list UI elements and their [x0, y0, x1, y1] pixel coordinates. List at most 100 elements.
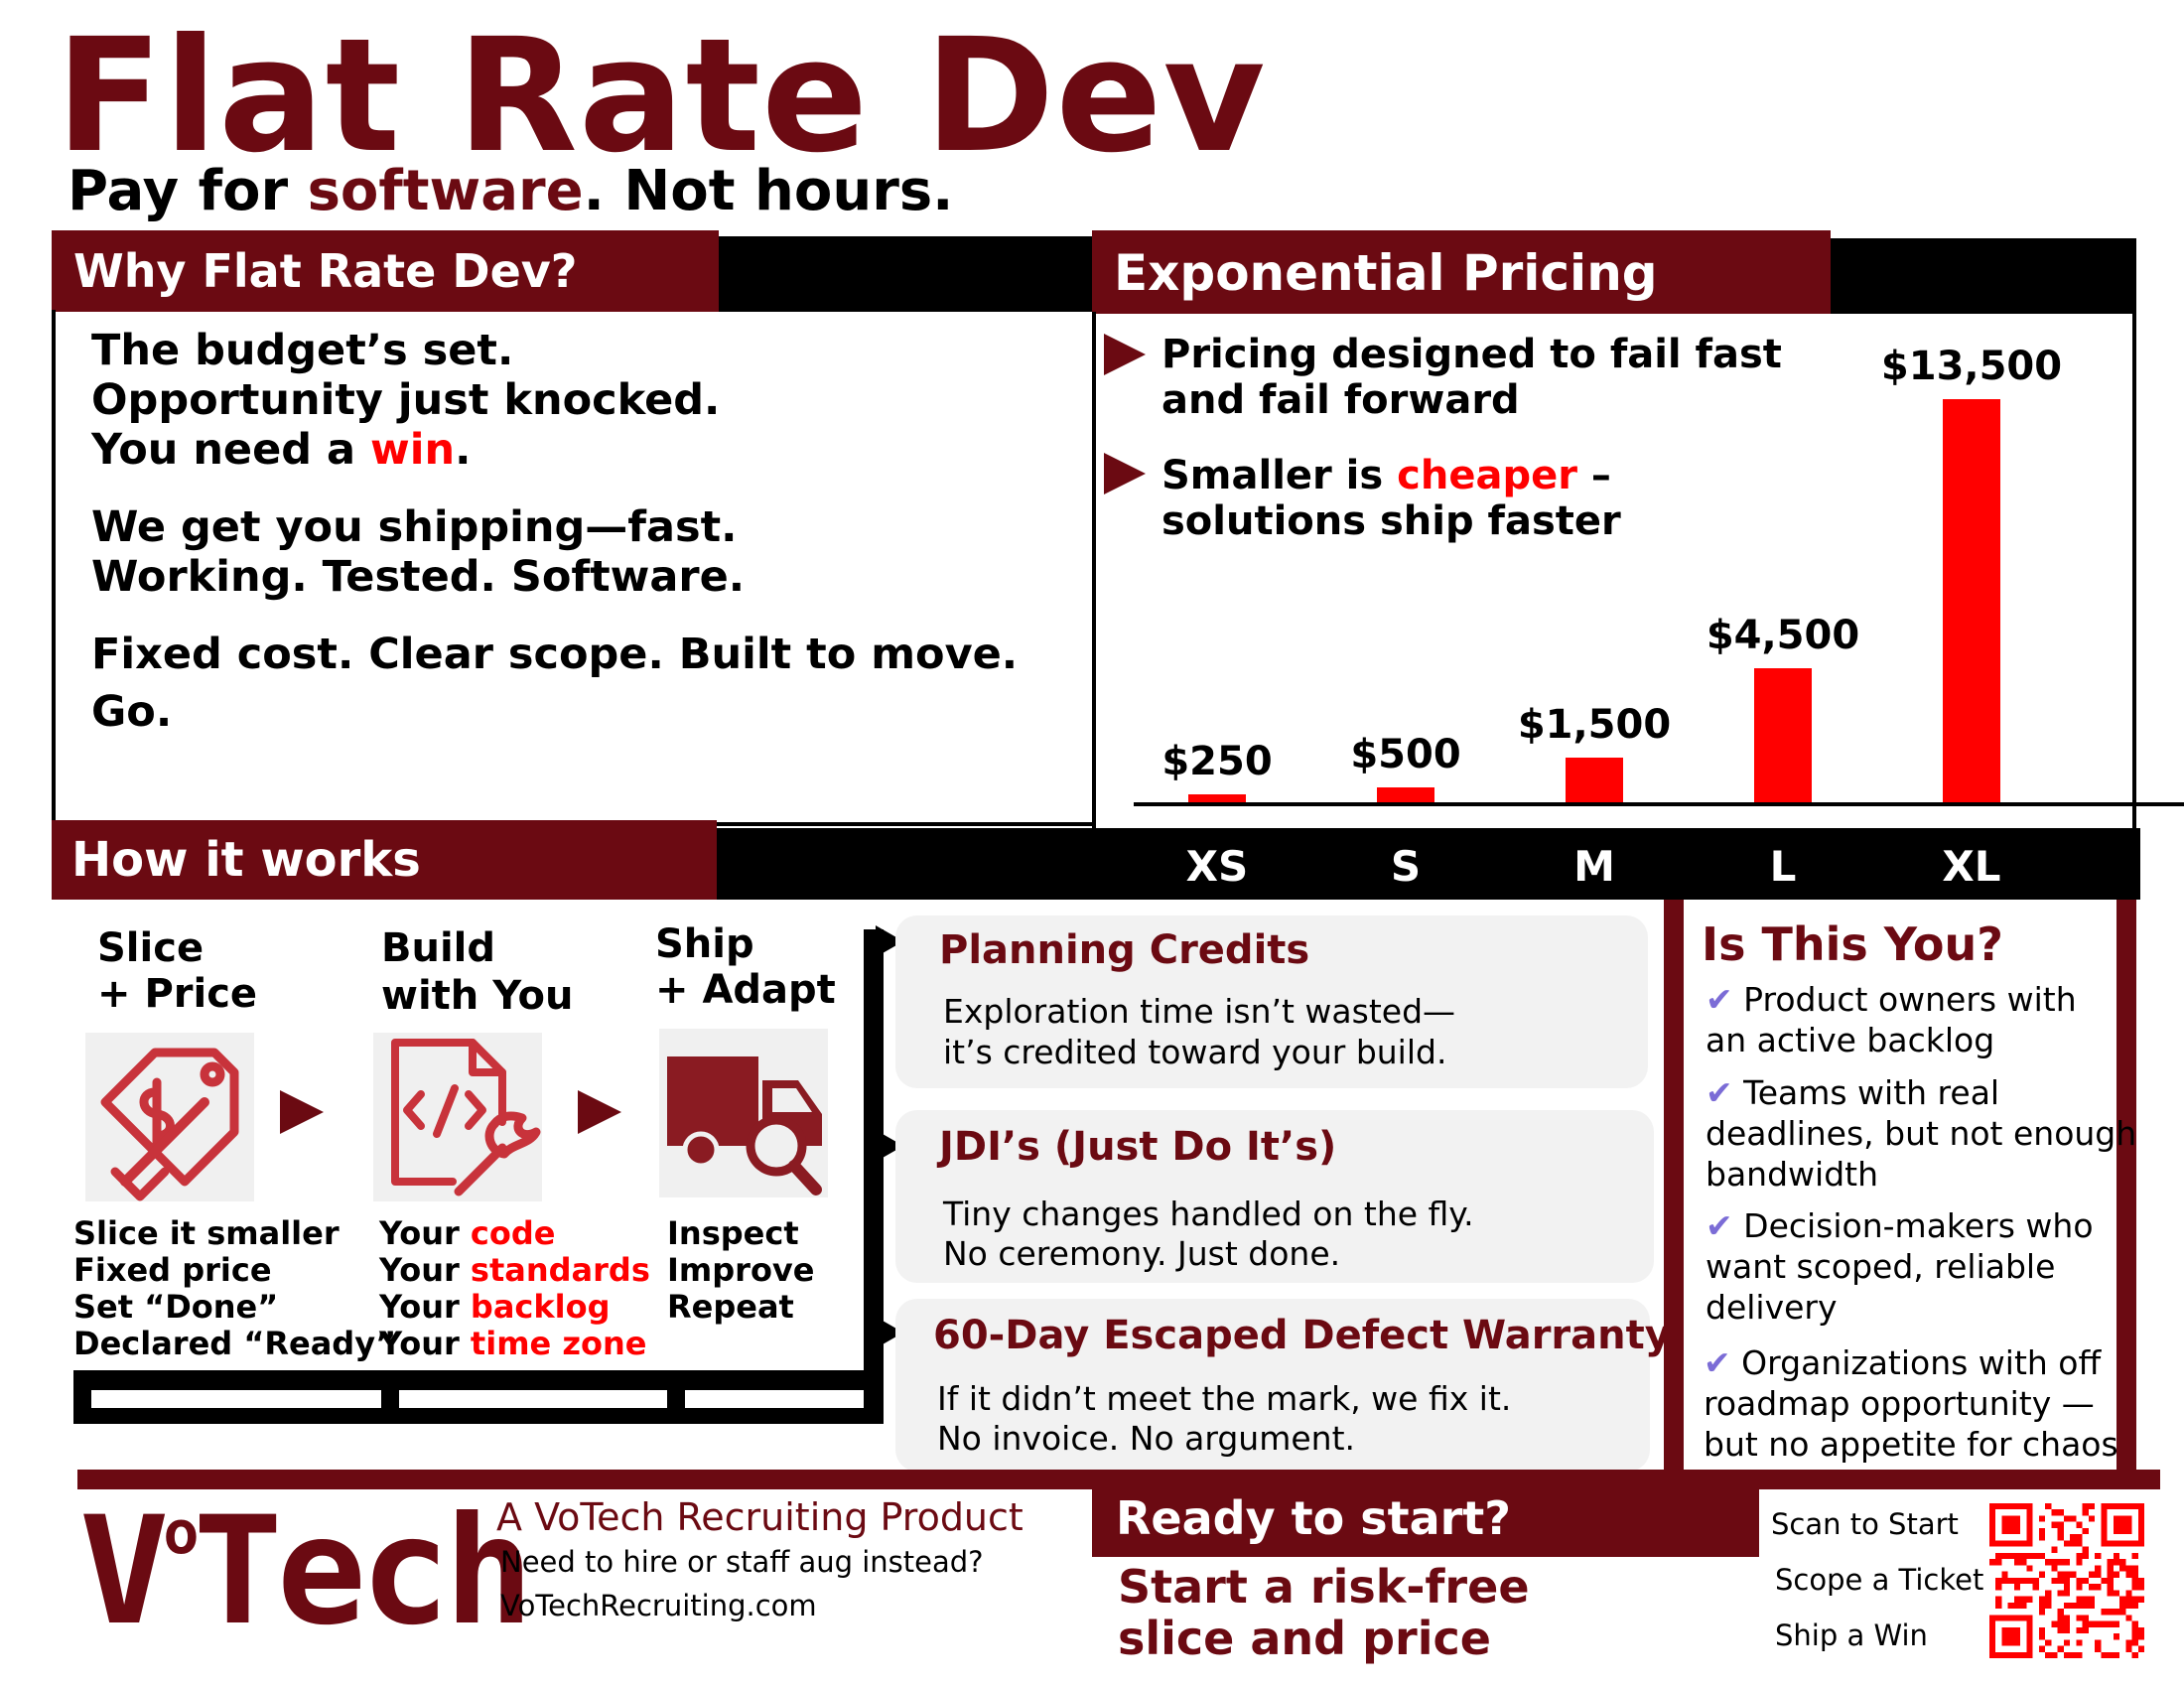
pricing-bullet-2-pre: Smaller is	[1161, 453, 1398, 498]
why-heading: Why Flat Rate Dev?	[52, 230, 719, 312]
chart-value-label-l: $4,500	[1706, 612, 1860, 658]
card-body-line-1: Tiny changes handled on the fly.	[943, 1195, 1474, 1233]
chart-bar-m	[1566, 757, 1623, 802]
price-tag-slice-icon	[85, 1033, 254, 1201]
isyou-item-line: ✔ Organizations with off	[1704, 1342, 2118, 1383]
check-icon: ✔	[1706, 1206, 1733, 1245]
card-jdi: JDI’s (Just Do It’s) Tiny changes handle…	[895, 1110, 1654, 1283]
isyou-item-text: delivery	[1706, 1288, 1838, 1327]
pricing-bullet-2-accent: cheaper	[1397, 453, 1577, 498]
step-2-arrow-icon	[578, 1090, 621, 1134]
logo-v: V	[79, 1485, 169, 1658]
tagline: Pay for software. Not hours.	[68, 159, 953, 223]
step-1-title-2: + Price	[97, 971, 258, 1017]
isyou-item-text: roadmap opportunity —	[1704, 1384, 2095, 1423]
chart-value-label-m: $1,500	[1517, 701, 1672, 748]
process-connector-bottom	[73, 1370, 884, 1390]
pricing-bar-chart: $250 $500 $1,500 $4,500 $13,500	[1092, 328, 2184, 904]
isyou-item-text: want scoped, reliable	[1706, 1247, 2056, 1286]
qr-caption-2: Scope a Ticket	[1775, 1563, 1984, 1597]
step-1-line: Fixed price	[73, 1251, 272, 1289]
why-line-6: Fixed cost. Clear scope. Built to move.	[91, 630, 1019, 679]
isyou-item-text: Teams with real	[1743, 1073, 2000, 1112]
step-2-line: Your standards	[379, 1252, 650, 1289]
card-planning-credits: Planning Credits Exploration time isn’t …	[895, 915, 1648, 1088]
step-1-line: Set “Done”	[73, 1288, 279, 1326]
cta-line-2: slice and price	[1118, 1612, 1491, 1665]
votech-logo: VoTech	[79, 1497, 534, 1646]
check-icon: ✔	[1704, 1343, 1731, 1382]
chart-category-label-xs: XS	[1185, 842, 1249, 891]
pricing-bullet-2-post: –	[1576, 453, 1611, 498]
why-panel: The budget’s set. Opportunity just knock…	[52, 310, 1096, 826]
isyou-item-text: Organizations with off	[1741, 1343, 2102, 1382]
cta-body[interactable]: Start a risk-free slice and price	[1118, 1561, 1530, 1664]
qr-caption-1: Scan to Start	[1771, 1507, 1959, 1541]
why-line-4: We get you shipping—fast.	[91, 502, 738, 552]
card-warranty: 60-Day Escaped Defect Warranty If it did…	[895, 1299, 1671, 1472]
chart-bar-xl	[1943, 399, 2000, 802]
isyou-item: ✔ Organizations with off roadmap opportu…	[1704, 1342, 2118, 1465]
why-line-3-accent: win	[370, 425, 456, 475]
card-body-line-2: No invoice. No argument.	[937, 1419, 1355, 1458]
why-line-3: You need a win.	[91, 425, 471, 475]
isyou-item-line: ✔ Decision-makers who	[1706, 1205, 2094, 1246]
step-2-title-1: Build	[381, 925, 496, 971]
pricing-panel	[1092, 312, 2136, 832]
isyou-item-text: Product owners with	[1743, 980, 2077, 1019]
step-2-line: Your time zone	[379, 1326, 650, 1362]
code-file-wrench-icon	[373, 1033, 542, 1201]
step-1-line: Declared “Ready”	[73, 1325, 397, 1362]
qr-code-icon[interactable]	[1989, 1503, 2144, 1658]
isyou-item-line: ✔ Teams with real	[1706, 1072, 2136, 1113]
tagline-post: . Not hours.	[583, 159, 954, 223]
card-body-line-2: it’s credited toward your build.	[943, 1033, 1447, 1071]
isyou-divider-right	[2116, 900, 2136, 1472]
isyou-item-text: Decision-makers who	[1743, 1206, 2094, 1245]
step-1-title-1: Slice	[97, 925, 205, 971]
step-3-title-1: Ship	[655, 921, 754, 967]
pricing-bullet-2-triangle-icon	[1104, 453, 1146, 494]
step-2-line-pre: Your	[379, 1214, 471, 1252]
chart-value-label-s: $500	[1350, 731, 1461, 777]
how-heading: How it works	[52, 820, 717, 900]
chart-category-label-l: L	[1769, 842, 1797, 891]
chart-value-label-xl: $13,500	[1880, 344, 2063, 389]
pricing-bullet-2-line-2: solutions ship faster	[1161, 498, 1621, 544]
cta-heading: Ready to start?	[1092, 1487, 1759, 1557]
logo-sup: o	[163, 1498, 199, 1568]
step-2-line-accent: standards	[470, 1251, 650, 1289]
step-3-lines: Inspect Improve Repeat	[667, 1215, 814, 1326]
pricing-heading: Exponential Pricing	[1092, 230, 1831, 314]
why-line-7: Go.	[91, 687, 173, 737]
truck-magnifier-icon	[659, 1029, 828, 1197]
step-2-line-accent: backlog	[470, 1288, 611, 1326]
isyou-item-text: an active backlog	[1706, 1021, 1995, 1059]
isyou-item: ✔ Product owners with an active backlog	[1706, 979, 2077, 1060]
step-2-lines: Your code Your standards Your backlog Yo…	[379, 1215, 650, 1362]
chart-value-label-xs: $250	[1161, 739, 1273, 785]
chart-bar-s	[1377, 786, 1434, 802]
step-3-title-2: + Adapt	[655, 967, 836, 1013]
isyou-item: ✔ Decision-makers who want scoped, relia…	[1706, 1205, 2094, 1328]
tagline-pre: Pay for	[68, 159, 308, 223]
step-2-line-pre: Your	[379, 1325, 471, 1362]
pricing-bullet-1-triangle-icon	[1104, 334, 1146, 375]
step-1-line: Slice it smaller	[73, 1214, 340, 1252]
card-title: Planning Credits	[939, 927, 1310, 973]
isyou-divider-left	[1664, 900, 1684, 1472]
step-1-arrow-icon	[280, 1090, 324, 1134]
step-2-title-2: with You	[381, 973, 574, 1019]
isyou-heading: Is This You?	[1702, 917, 2003, 971]
isyou-item-text: bandwidth	[1706, 1155, 1878, 1194]
isyou-item-line: ✔ Product owners with	[1706, 979, 2077, 1020]
hire-question: Need to hire or staff aug instead?	[500, 1545, 984, 1579]
tagline-accent: software	[307, 159, 584, 223]
step-2-line-accent: code	[470, 1214, 556, 1252]
website-link[interactable]: VoTechRecruiting.com	[500, 1589, 817, 1622]
pricing-bullet-1-line-2: and fail forward	[1161, 377, 1520, 423]
step-2-line: Your code	[379, 1215, 650, 1252]
step-2-line-accent: time zone	[470, 1325, 647, 1362]
card-title: JDI’s (Just Do It’s)	[939, 1124, 1337, 1170]
why-line-3-pre: You need a	[91, 425, 370, 475]
